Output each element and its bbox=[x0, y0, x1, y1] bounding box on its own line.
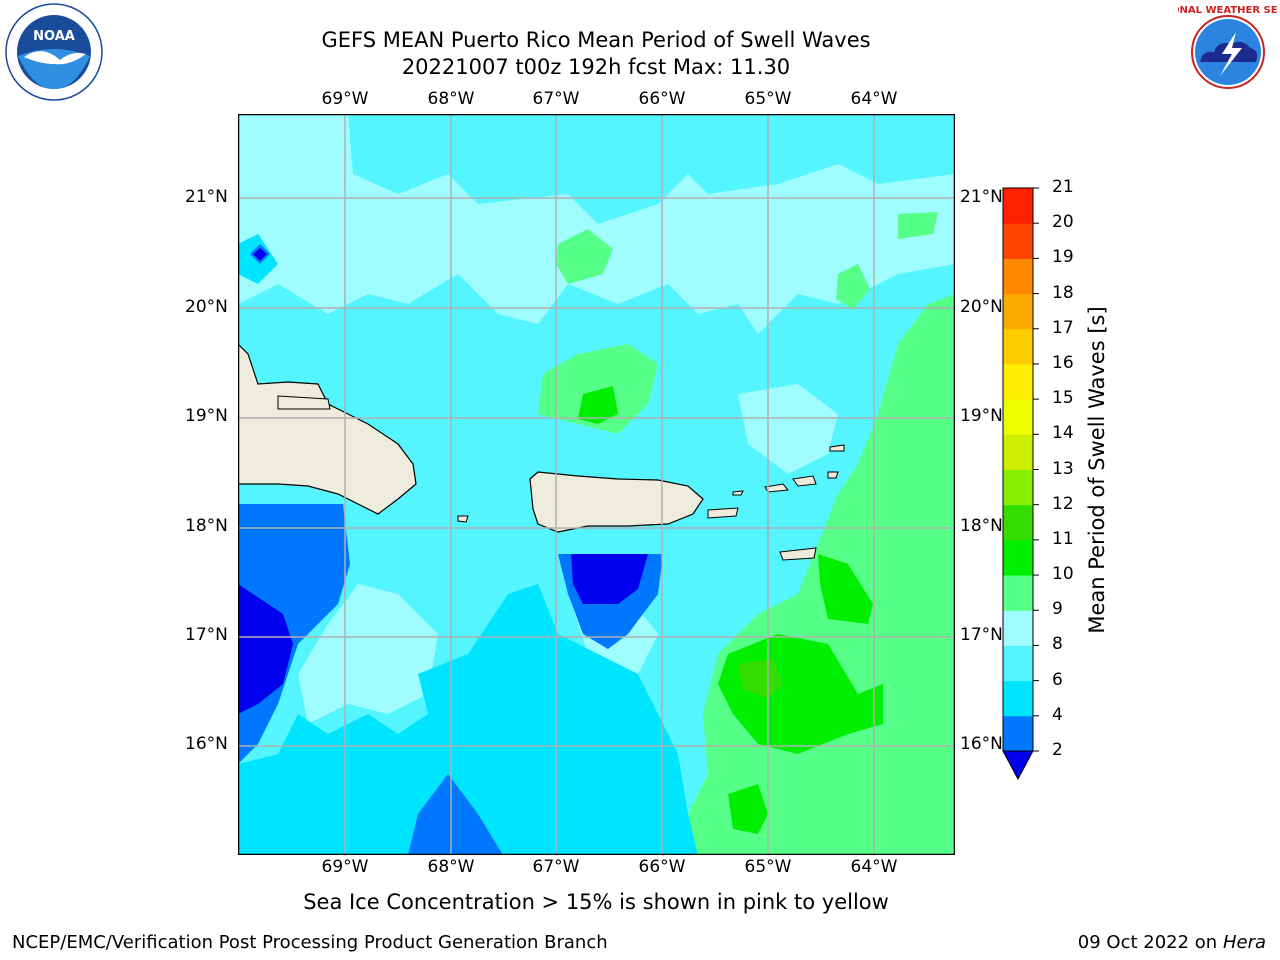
colorbar-segment bbox=[1003, 399, 1033, 435]
chart-subtitle: 20221007 t00z 192h fcst Max: 11.30 bbox=[401, 55, 791, 79]
chart-title: GEFS MEAN Puerto Rico Mean Period of Swe… bbox=[321, 28, 871, 52]
contour-below-2 bbox=[238, 248, 648, 714]
colorbar-tick-label: 20 bbox=[1052, 212, 1074, 233]
lat-label-left: 16°N bbox=[185, 734, 228, 754]
colorbar-segment bbox=[1003, 258, 1033, 295]
colorbar-segment bbox=[1003, 469, 1033, 506]
map-frame bbox=[238, 114, 955, 855]
footer-credit: NCEP/EMC/Verification Post Processing Pr… bbox=[12, 932, 608, 953]
lat-label-left: 21°N bbox=[185, 187, 228, 207]
lon-label-bottom: 65°W bbox=[744, 857, 792, 877]
colorbar-tick-label: 18 bbox=[1052, 282, 1074, 303]
lon-label-bottom: 67°W bbox=[532, 857, 580, 877]
lat-label-right: 19°N bbox=[960, 406, 1003, 426]
colorbar-tick-label: 14 bbox=[1052, 423, 1074, 444]
footer-date-text: 09 Oct 2022 on bbox=[1077, 932, 1218, 953]
colorbar-tick-label: 16 bbox=[1052, 352, 1074, 373]
colorbar-tick-label: 17 bbox=[1052, 317, 1074, 338]
lon-label-top: 69°W bbox=[321, 89, 369, 109]
colorbar-segment bbox=[1003, 363, 1033, 400]
lon-label-top: 68°W bbox=[427, 89, 475, 109]
lat-label-left: 18°N bbox=[185, 516, 228, 536]
swell-period-map bbox=[238, 114, 955, 855]
colorbar-segment bbox=[1003, 610, 1033, 646]
lat-label-right: 16°N bbox=[960, 734, 1003, 754]
lat-label-right: 18°N bbox=[960, 516, 1003, 536]
lon-label-top: 65°W bbox=[744, 89, 792, 109]
colorbar-tick-label: 11 bbox=[1052, 528, 1074, 549]
lon-label-top: 67°W bbox=[532, 89, 580, 109]
sea-ice-caption: Sea Ice Concentration > 15% is shown in … bbox=[303, 890, 889, 914]
colorbar-segment bbox=[1003, 680, 1033, 717]
colorbar-tick-label: 9 bbox=[1052, 599, 1063, 620]
colorbar-segment bbox=[1003, 715, 1033, 752]
lon-label-top: 66°W bbox=[638, 89, 686, 109]
footer-host: Hera bbox=[1222, 932, 1266, 953]
contour-11-12 bbox=[738, 659, 783, 699]
colorbar-tick-label: 15 bbox=[1052, 388, 1074, 409]
lat-label-right: 20°N bbox=[960, 297, 1003, 317]
lat-label-left: 19°N bbox=[185, 406, 228, 426]
colorbar-tick-label: 21 bbox=[1052, 177, 1074, 197]
hispaniola-land bbox=[238, 343, 417, 515]
colorbar-tick-label: 6 bbox=[1052, 669, 1063, 690]
lat-label-left: 20°N bbox=[185, 297, 228, 317]
colorbar-segment bbox=[1003, 434, 1033, 470]
colorbar-segment bbox=[1003, 504, 1033, 541]
footer-date: 09 Oct 2022 on Hera bbox=[1078, 932, 1266, 953]
colorbar-segment bbox=[1003, 223, 1033, 259]
lon-label-bottom: 64°W bbox=[850, 857, 898, 877]
svg-text:NATIONAL WEATHER SERVICE: NATIONAL WEATHER SERVICE bbox=[1178, 5, 1278, 16]
map-gridlines bbox=[238, 114, 955, 855]
lat-label-left: 17°N bbox=[185, 625, 228, 645]
lon-label-bottom: 66°W bbox=[638, 857, 686, 877]
colorbar-tick-label: 8 bbox=[1052, 634, 1063, 655]
lat-label-right: 17°N bbox=[960, 625, 1003, 645]
svg-text:NOAA: NOAA bbox=[33, 29, 75, 44]
colorbar-segment bbox=[1003, 293, 1033, 330]
colorbar-tick-label: 13 bbox=[1052, 458, 1074, 479]
colorbar-segment bbox=[1003, 328, 1033, 365]
colorbar-segment bbox=[1003, 539, 1033, 576]
colorbar-extend-triangle bbox=[1002, 750, 1034, 781]
lon-label-bottom: 69°W bbox=[321, 857, 369, 877]
colorbar-tick-label: 2 bbox=[1052, 740, 1063, 760]
colorbar-tick-label: 19 bbox=[1052, 247, 1074, 268]
colorbar-tick-label: 12 bbox=[1052, 493, 1074, 514]
colorbar-segment bbox=[1003, 188, 1033, 224]
colorbar-segment bbox=[1003, 575, 1033, 611]
lat-label-right: 21°N bbox=[960, 187, 1003, 207]
noaa-logo: NOAA bbox=[5, 3, 103, 101]
colorbar-title: Mean Period of Swell Waves [s] bbox=[1085, 306, 1109, 634]
colorbar-tick-label: 4 bbox=[1052, 704, 1063, 725]
colorbar-segment bbox=[1003, 645, 1033, 682]
nws-logo: NATIONAL WEATHER SERVICE bbox=[1178, 4, 1278, 100]
lon-label-bottom: 68°W bbox=[427, 857, 475, 877]
puerto-rico-land bbox=[529, 471, 704, 533]
lon-label-top: 64°W bbox=[850, 89, 898, 109]
colorbar bbox=[1002, 187, 1039, 781]
colorbar-tick-label: 10 bbox=[1052, 564, 1074, 585]
